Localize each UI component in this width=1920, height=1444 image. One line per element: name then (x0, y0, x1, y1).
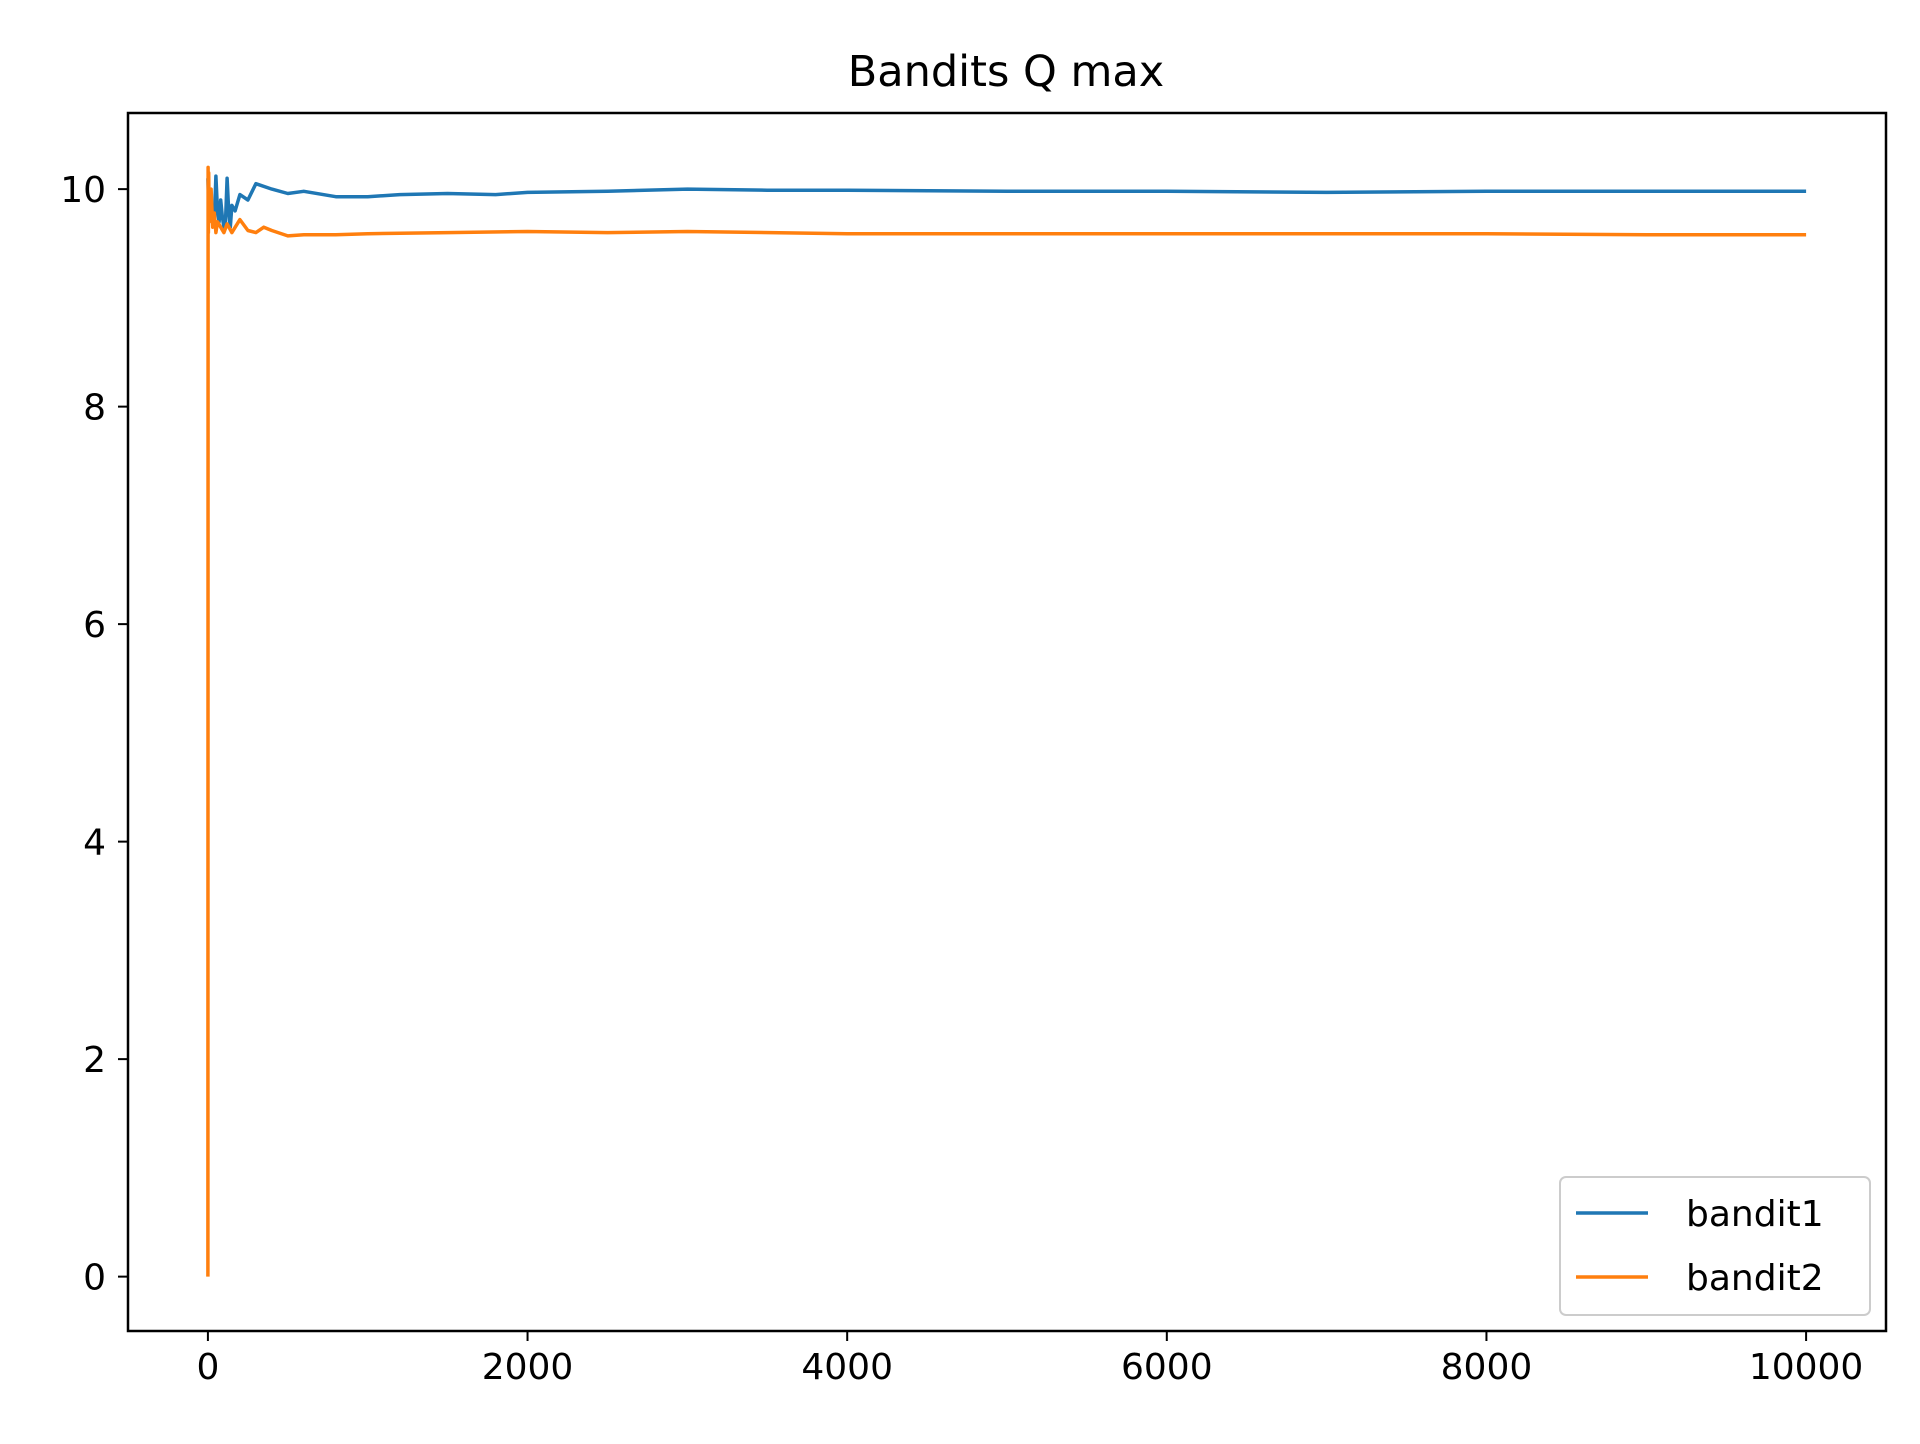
y-tick-label: 2 (83, 1040, 106, 1081)
plot-frame (126, 111, 1888, 1333)
legend: bandit1 bandit2 (1559, 1176, 1871, 1316)
series-line-bandit2 (206, 165, 1807, 1277)
x-tick-label: 10000 (1749, 1347, 1864, 1388)
x-tick-label: 4000 (801, 1347, 893, 1388)
x-tick-label: 2000 (482, 1347, 574, 1388)
series-line-bandit1 (206, 174, 1807, 229)
y-tick-label: 8 (83, 388, 106, 429)
x-tick-label: 0 (196, 1347, 219, 1388)
y-tick-label: 6 (83, 605, 106, 646)
plot-area (206, 165, 1807, 1277)
x-tick-label: 6000 (1121, 1347, 1213, 1388)
chart-title: Bandits Q max (848, 47, 1164, 97)
y-tick-label: 10 (60, 170, 106, 211)
y-tick-label: 4 (83, 823, 106, 864)
axes: 0 2000 4000 6000 8000 10000 0 2 4 6 8 10 (60, 170, 1863, 1388)
legend-label-bandit1: bandit1 (1686, 1194, 1824, 1235)
legend-label-bandit2: bandit2 (1686, 1258, 1824, 1299)
y-tick-label: 0 (83, 1258, 106, 1299)
x-tick-label: 8000 (1441, 1347, 1533, 1388)
